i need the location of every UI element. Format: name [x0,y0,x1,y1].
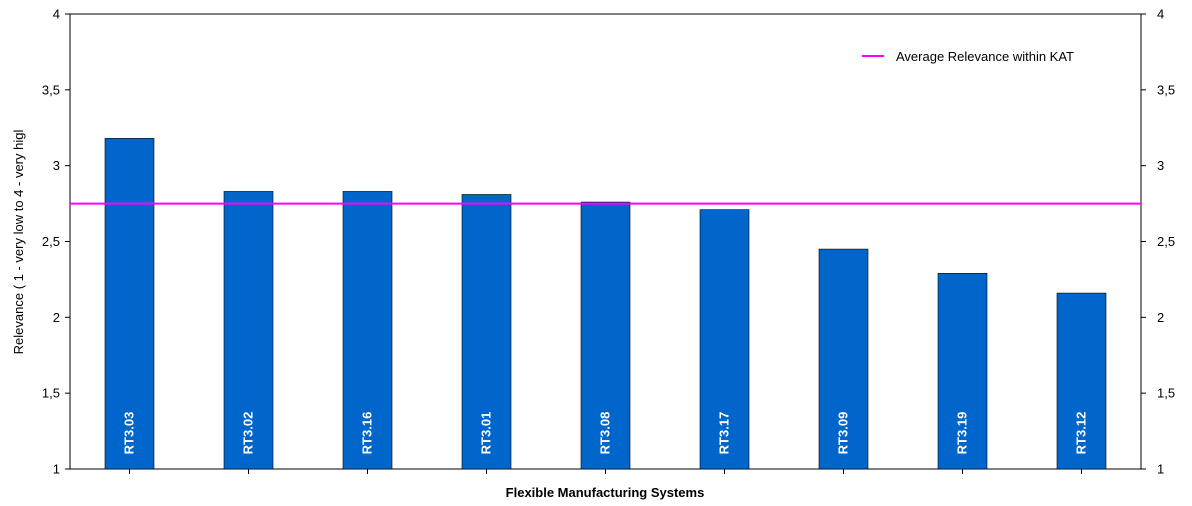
y-tick-label-left: 3,5 [42,82,60,97]
bar [818,248,869,470]
bar-category-label: RT3.12 [1074,412,1089,455]
bar-category-label: RT3.02 [241,412,256,455]
y-tick-label-left: 2,5 [42,234,60,249]
bar-category-label: RT3.01 [479,412,494,455]
y-tick-label-left: 1,5 [42,386,60,401]
y-tick-label-left: 2 [53,310,60,325]
bar-category-label: RT3.08 [598,412,613,455]
bar [937,273,988,470]
bar [104,138,155,470]
left-y-axis: 1 1,5 2 2,5 3 3,5 4 [42,7,70,477]
legend-label: Average Relevance within KAT [896,49,1074,64]
x-axis-title: Flexible Manufacturing Systems [506,485,705,500]
bars-group: RT3.03 RT3.02 RT3.16 RT3.01 RT3.08 RT3.17 RT3.… [104,138,1107,474]
bar [342,191,393,470]
y-axis-title: Relevance ( 1 - very low to 4 - very hig… [11,130,26,355]
bar-category-label: RT3.09 [836,412,851,455]
right-y-axis: 1 1,5 2 2,5 3 3,5 4 [1141,7,1175,477]
y-tick-label-right: 1 [1157,462,1164,477]
bar [223,191,274,470]
bar-category-label: RT3.19 [955,412,970,455]
bar [461,194,512,470]
bar [1056,292,1107,470]
y-tick-label-left: 4 [53,7,60,22]
y-tick-label-right: 2 [1157,310,1164,325]
y-tick-label-left: 1 [53,462,60,477]
y-tick-label-left: 3 [53,158,60,173]
y-tick-label-right: 2,5 [1157,234,1175,249]
y-tick-label-right: 4 [1157,7,1164,22]
legend: Average Relevance within KAT [862,49,1074,64]
y-tick-label-right: 3 [1157,158,1164,173]
bar [699,209,750,470]
bar-category-label: RT3.03 [122,412,137,455]
bar-category-label: RT3.17 [717,412,732,455]
y-tick-label-right: 1,5 [1157,386,1175,401]
y-tick-label-right: 3,5 [1157,82,1175,97]
bar-category-label: RT3.16 [360,412,375,455]
